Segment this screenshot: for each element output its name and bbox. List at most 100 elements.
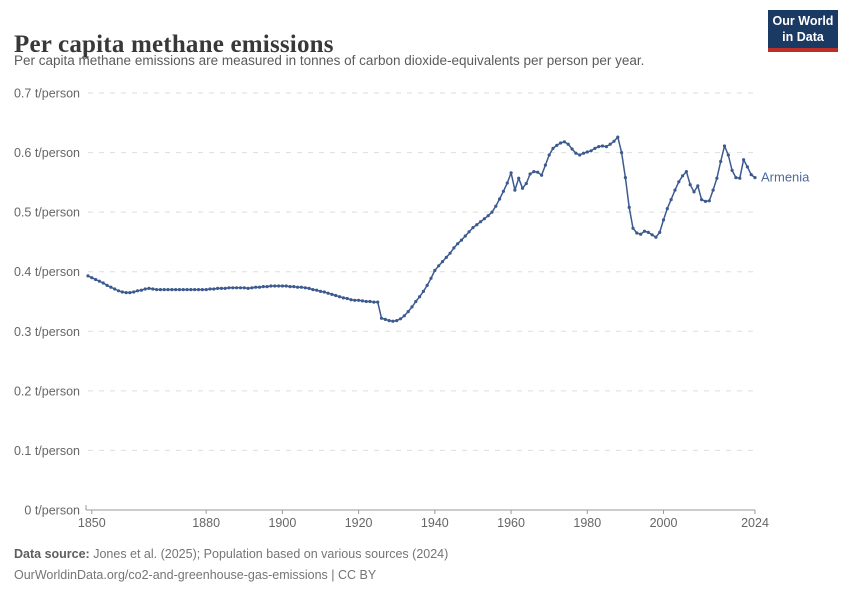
data-point[interactable]: [703, 199, 708, 203]
data-point[interactable]: [318, 289, 323, 293]
data-point[interactable]: [597, 145, 601, 149]
data-point[interactable]: [105, 283, 109, 287]
data-point[interactable]: [616, 135, 620, 139]
data-point[interactable]: [261, 285, 265, 289]
data-point[interactable]: [113, 287, 117, 291]
data-point[interactable]: [322, 290, 326, 294]
data-point[interactable]: [307, 286, 311, 290]
data-point[interactable]: [673, 188, 677, 192]
data-point[interactable]: [433, 268, 437, 273]
data-point[interactable]: [639, 232, 643, 236]
data-point[interactable]: [437, 264, 441, 268]
data-point[interactable]: [627, 205, 631, 209]
data-point[interactable]: [360, 299, 364, 303]
data-point[interactable]: [692, 190, 696, 194]
data-point[interactable]: [742, 158, 746, 162]
data-point[interactable]: [505, 181, 509, 185]
data-point[interactable]: [612, 139, 616, 143]
data-point[interactable]: [147, 286, 151, 290]
data-point[interactable]: [208, 287, 212, 291]
data-point[interactable]: [604, 145, 609, 149]
data-point[interactable]: [254, 285, 258, 289]
data-point[interactable]: [456, 242, 460, 246]
data-point[interactable]: [429, 276, 433, 280]
data-point[interactable]: [174, 288, 178, 292]
data-point[interactable]: [391, 319, 395, 323]
data-point[interactable]: [155, 288, 159, 292]
data-point[interactable]: [574, 151, 578, 155]
owid-logo[interactable]: Our World in Data: [768, 10, 838, 53]
data-point[interactable]: [661, 218, 666, 222]
data-point[interactable]: [524, 181, 528, 186]
data-point[interactable]: [490, 210, 494, 214]
data-point[interactable]: [684, 170, 689, 174]
data-point[interactable]: [570, 147, 574, 151]
data-point[interactable]: [204, 288, 208, 292]
data-point[interactable]: [311, 288, 315, 292]
data-point[interactable]: [623, 176, 628, 180]
data-point[interactable]: [353, 298, 357, 302]
data-point[interactable]: [726, 153, 730, 157]
license-link-line[interactable]: OurWorldinData.org/co2-and-greenhouse-ga…: [14, 567, 377, 582]
data-point[interactable]: [349, 298, 353, 302]
data-point[interactable]: [665, 207, 669, 211]
data-point[interactable]: [722, 144, 727, 148]
data-point[interactable]: [200, 288, 204, 292]
data-point[interactable]: [395, 319, 399, 323]
data-point[interactable]: [494, 204, 498, 208]
data-point[interactable]: [94, 277, 98, 282]
data-point[interactable]: [357, 298, 361, 302]
data-point[interactable]: [421, 289, 425, 293]
data-point[interactable]: [555, 143, 559, 147]
data-point[interactable]: [749, 173, 753, 177]
series-line[interactable]: [87, 136, 756, 322]
data-point[interactable]: [387, 319, 391, 323]
data-point[interactable]: [475, 223, 479, 227]
data-point[interactable]: [398, 317, 403, 321]
data-point[interactable]: [459, 238, 464, 242]
data-point[interactable]: [189, 288, 193, 292]
data-point[interactable]: [551, 146, 555, 150]
data-point[interactable]: [372, 300, 376, 304]
data-point[interactable]: [341, 296, 345, 300]
data-point[interactable]: [162, 288, 166, 292]
data-point[interactable]: [631, 226, 635, 230]
data-point[interactable]: [212, 287, 216, 291]
data-point[interactable]: [585, 150, 589, 154]
data-point[interactable]: [635, 231, 639, 235]
data-point[interactable]: [654, 235, 658, 239]
data-point[interactable]: [562, 140, 567, 144]
data-point[interactable]: [364, 299, 368, 304]
data-point[interactable]: [181, 288, 185, 292]
data-point[interactable]: [246, 286, 250, 290]
data-point[interactable]: [600, 144, 605, 148]
data-point[interactable]: [315, 288, 319, 292]
data-point[interactable]: [486, 214, 490, 218]
data-point[interactable]: [338, 295, 342, 299]
data-point[interactable]: [444, 255, 448, 259]
data-point[interactable]: [379, 316, 384, 320]
data-point[interactable]: [269, 284, 273, 288]
data-point[interactable]: [566, 142, 570, 146]
data-point[interactable]: [536, 170, 540, 174]
data-point[interactable]: [498, 197, 502, 201]
data-point[interactable]: [231, 286, 235, 290]
data-point[interactable]: [368, 299, 372, 304]
data-point[interactable]: [501, 189, 505, 193]
data-point[interactable]: [650, 233, 654, 237]
data-point[interactable]: [425, 283, 429, 287]
data-point[interactable]: [151, 287, 155, 291]
data-point[interactable]: [593, 146, 597, 150]
data-point[interactable]: [734, 176, 738, 180]
data-point[interactable]: [330, 292, 334, 296]
data-point[interactable]: [124, 291, 128, 295]
data-point[interactable]: [242, 286, 246, 290]
data-point[interactable]: [177, 288, 182, 292]
data-point[interactable]: [101, 281, 105, 285]
data-point[interactable]: [109, 285, 113, 289]
data-point[interactable]: [410, 305, 414, 309]
data-point[interactable]: [482, 217, 486, 221]
data-point[interactable]: [418, 295, 422, 299]
data-point[interactable]: [376, 300, 380, 304]
data-point[interactable]: [219, 286, 223, 290]
